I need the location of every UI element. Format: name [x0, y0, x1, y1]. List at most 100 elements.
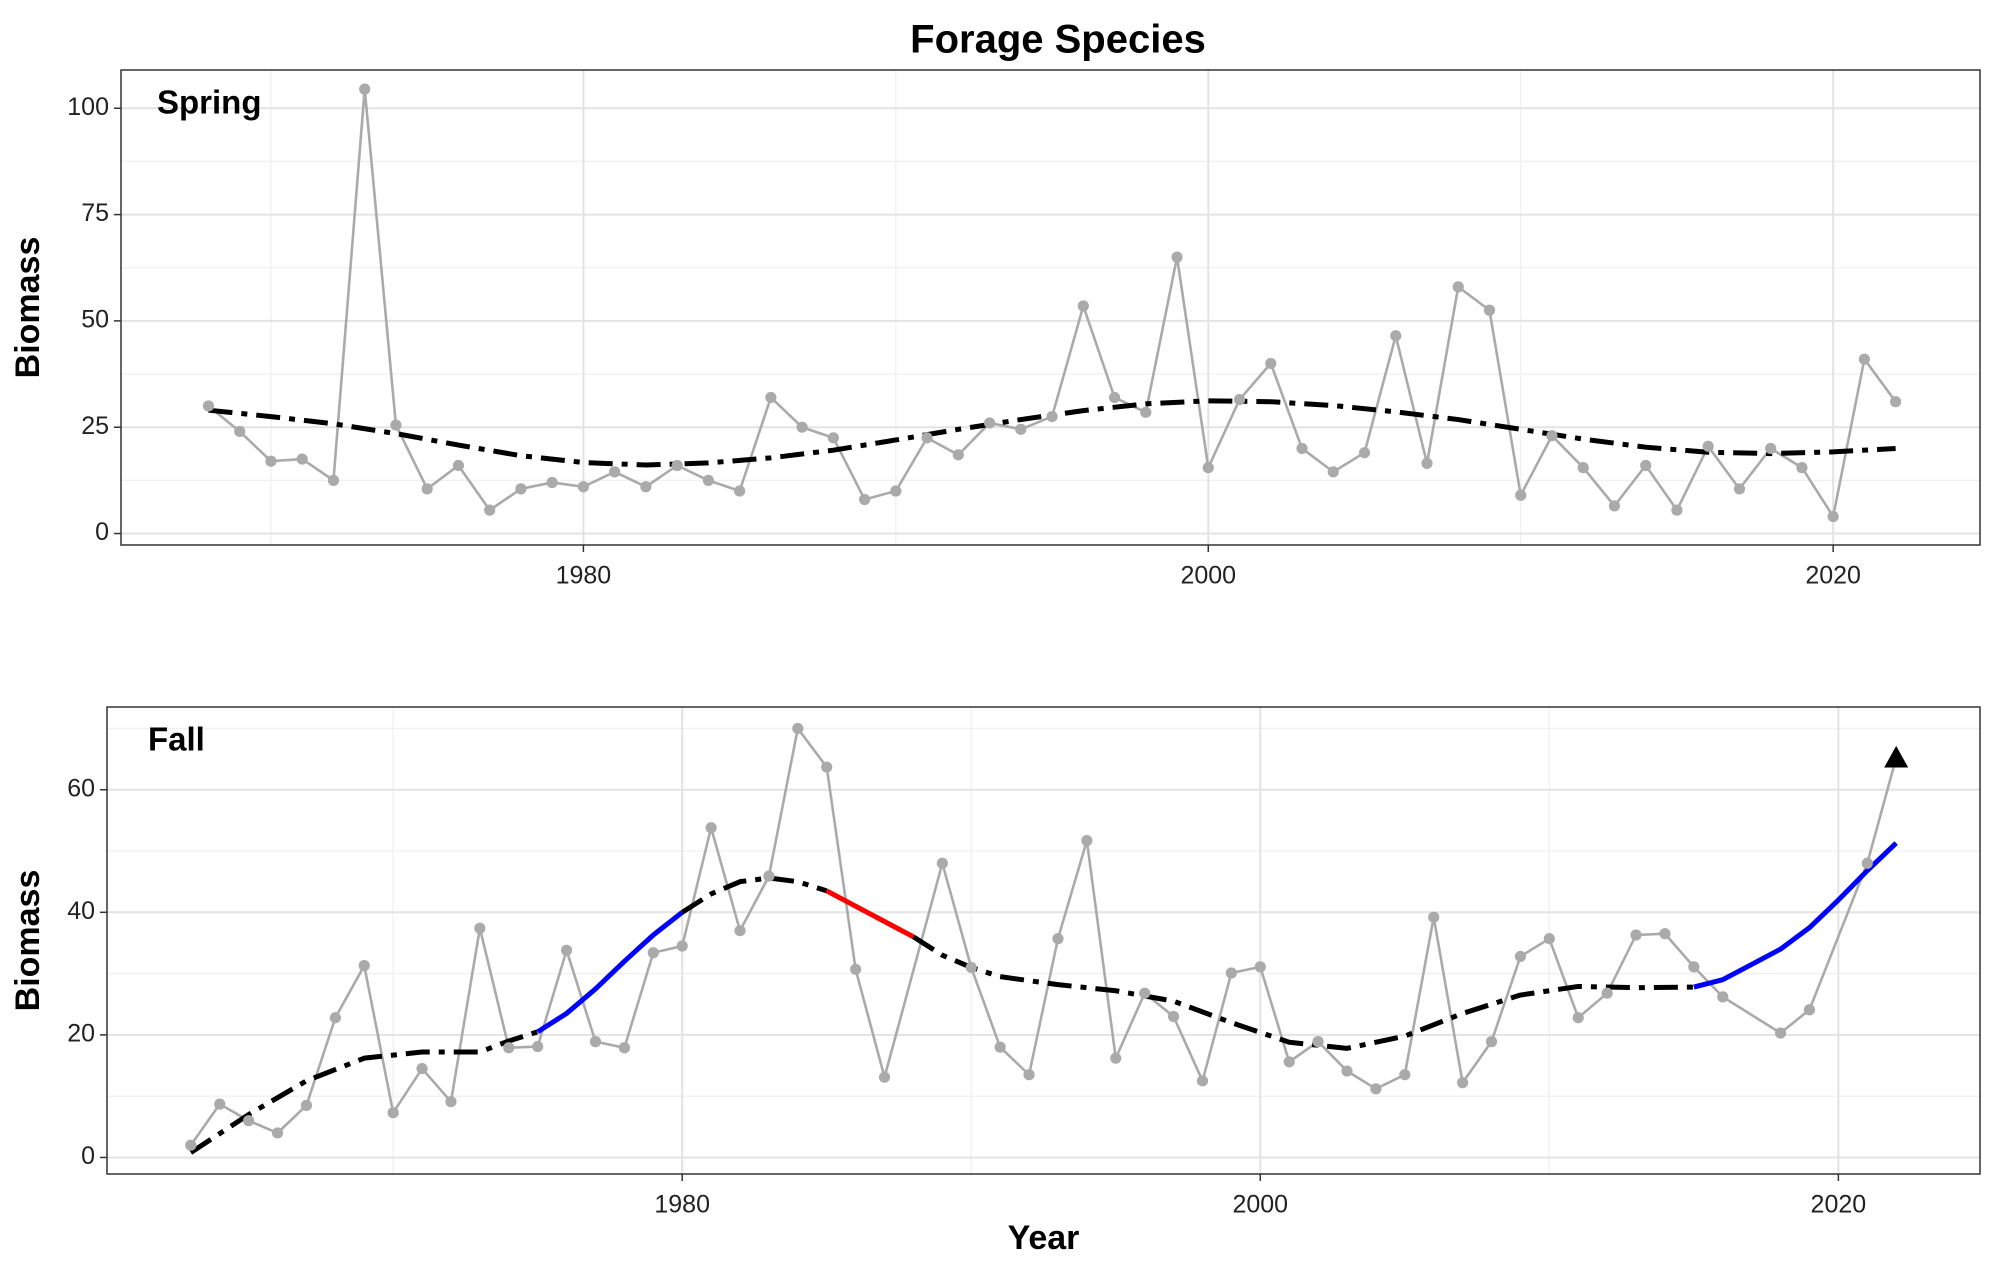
data-point [296, 453, 308, 465]
data-point [965, 961, 977, 974]
data-point [1077, 300, 1089, 312]
data-point [234, 425, 246, 438]
data-point [734, 925, 746, 937]
x-tick-label: 2000 [1232, 1191, 1288, 1219]
data-point [921, 432, 933, 444]
data-point [821, 761, 833, 773]
data-point [1139, 987, 1151, 999]
panel-background [107, 707, 1980, 1174]
data-point [214, 1098, 226, 1110]
panel-background [121, 70, 1980, 545]
data-point [1608, 500, 1621, 512]
x-tick-label: 1980 [654, 1191, 710, 1219]
data-point [702, 474, 714, 486]
y-tick-label: 100 [67, 93, 109, 121]
x-tick-label: 2020 [1805, 562, 1861, 590]
data-point [1858, 353, 1870, 365]
x-tick-label: 2000 [1180, 562, 1236, 590]
data-point [445, 1096, 457, 1108]
data-point [796, 421, 808, 433]
data-point [1601, 987, 1613, 999]
data-point [1081, 835, 1093, 847]
trend-line [536, 910, 684, 1034]
last-point-marker [1884, 745, 1909, 768]
data-point [1421, 457, 1433, 469]
data-point [1688, 961, 1700, 973]
data-point [202, 400, 215, 412]
y-tick-label: 0 [81, 1142, 95, 1170]
data-point [1341, 1065, 1353, 1077]
data-point [792, 722, 804, 735]
data-point [618, 1042, 630, 1054]
data-point [474, 922, 486, 934]
data-point [1640, 459, 1652, 472]
data-point [734, 485, 746, 497]
data-point [1283, 1056, 1295, 1068]
data-point [327, 474, 340, 486]
data-point [827, 432, 839, 444]
data-point [1110, 1052, 1122, 1064]
y-tick-label: 25 [81, 412, 109, 440]
data-point [1702, 440, 1714, 452]
data-point [358, 960, 370, 972]
data-point [185, 1139, 197, 1151]
x-tick-label: 2020 [1811, 1191, 1867, 1219]
data-point [1254, 961, 1266, 973]
data-point [300, 1099, 313, 1111]
chart-title: Forage Species [910, 18, 1206, 62]
y-tick-label: 60 [67, 774, 95, 802]
data-point [1052, 933, 1064, 945]
trend-line [189, 1029, 539, 1155]
data-point [1202, 462, 1214, 474]
data-point [1796, 462, 1808, 474]
data-point [359, 83, 371, 95]
data-point [1225, 967, 1237, 979]
trend-line [825, 888, 915, 940]
data-point [859, 493, 871, 506]
data-point [1399, 1069, 1411, 1081]
data-point [1733, 483, 1746, 495]
y-tick-label: 40 [67, 897, 95, 925]
data-point [1630, 929, 1642, 941]
data-point [265, 455, 277, 467]
data-point [671, 459, 683, 472]
data-point [1140, 406, 1152, 418]
data-point [1659, 928, 1671, 940]
y-axis-label: Biomass [9, 870, 47, 1012]
y-tick-label: 50 [81, 306, 109, 334]
y-tick-label: 0 [95, 518, 109, 546]
data-point [1023, 1069, 1035, 1081]
data-point [1861, 857, 1873, 869]
data-point [1046, 410, 1058, 423]
data-point [994, 1041, 1006, 1053]
data-point [1514, 950, 1527, 963]
data-point [1765, 442, 1777, 455]
data-point [850, 963, 862, 975]
data-point [421, 483, 433, 495]
data-point [705, 822, 717, 834]
data-point [609, 466, 621, 478]
data-point [1370, 1083, 1382, 1095]
data-point [765, 391, 777, 404]
data-point [1390, 330, 1402, 342]
data-point [1312, 1036, 1324, 1048]
y-axis-label: Biomass [9, 237, 47, 379]
data-point [1577, 462, 1589, 474]
panel-border [120, 69, 1981, 546]
data-point [640, 481, 652, 493]
data-point [890, 485, 902, 497]
data-point [1265, 357, 1277, 370]
data-point [1428, 911, 1440, 923]
trend-line [1693, 841, 1898, 990]
data-point [532, 1040, 544, 1053]
data-point [952, 449, 964, 461]
data-point [1171, 251, 1183, 263]
data-point [878, 1071, 891, 1083]
data-point [1452, 281, 1464, 293]
data-point [1233, 393, 1246, 406]
data-point [1483, 304, 1496, 316]
y-tick-label: 20 [67, 1019, 95, 1047]
data-point [452, 459, 465, 472]
data-point [1108, 391, 1121, 404]
data-point [546, 476, 558, 489]
